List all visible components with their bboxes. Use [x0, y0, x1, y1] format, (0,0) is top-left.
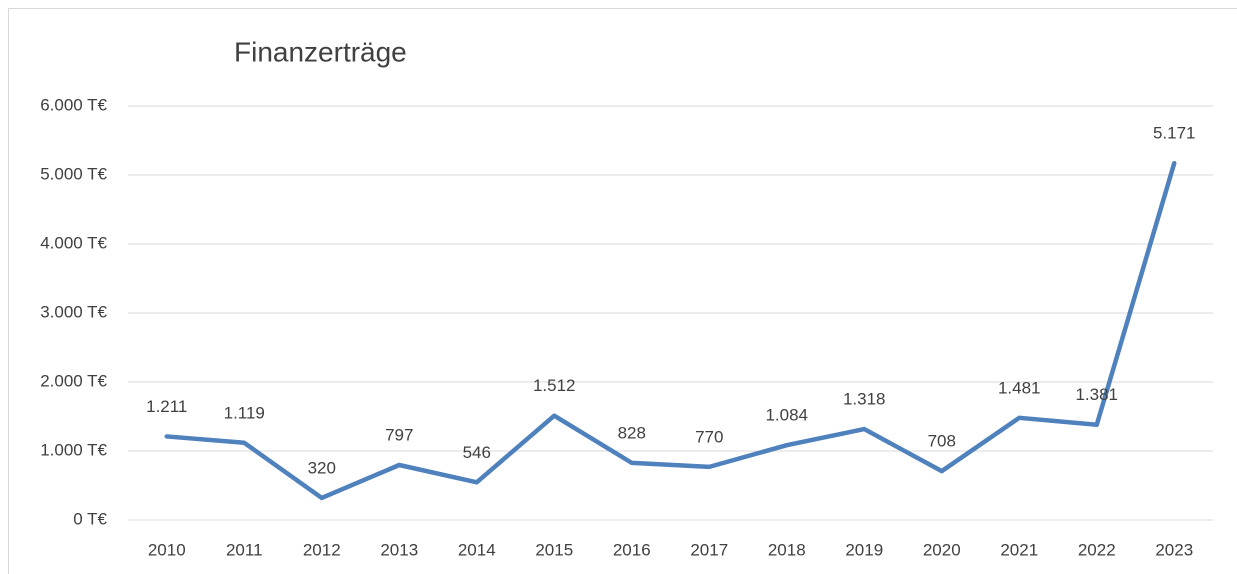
chart-title: Finanzerträge [234, 36, 407, 67]
x-tick-label: 2022 [1078, 540, 1116, 559]
data-label: 708 [928, 432, 956, 451]
data-label: 320 [308, 458, 336, 477]
y-tick-label: 5.000 T€ [40, 164, 107, 183]
data-line [164, 160, 1177, 501]
data-label: 546 [463, 443, 491, 462]
y-tick-label: 3.000 T€ [40, 302, 107, 321]
x-tick-label: 2019 [845, 540, 883, 559]
x-tick-label: 2023 [1155, 540, 1193, 559]
data-label: 1.481 [998, 378, 1041, 397]
x-tick-label: 2010 [148, 540, 186, 559]
data-label: 1.211 [146, 397, 187, 416]
data-label: 5.171 [1153, 124, 1196, 143]
x-tick-label: 2020 [923, 540, 961, 559]
x-tick-label: 2013 [380, 540, 418, 559]
y-tick-label: 6.000 T€ [40, 95, 107, 114]
x-tick-label: 2016 [613, 540, 651, 559]
x-tick-label: 2012 [303, 540, 341, 559]
data-label: 1.512 [533, 376, 576, 395]
x-tick-label: 2015 [535, 540, 573, 559]
x-tick-label: 2017 [690, 540, 728, 559]
data-label: 828 [618, 423, 646, 442]
data-label: 1.381 [1075, 385, 1118, 404]
y-tick-label: 2.000 T€ [40, 371, 107, 390]
x-tick-label: 2021 [1000, 540, 1038, 559]
y-tick-label: 4.000 T€ [40, 233, 107, 252]
data-label: 1.119 [224, 403, 265, 422]
data-label: 797 [385, 425, 413, 444]
data-label: 1.084 [765, 406, 808, 425]
x-tick-label: 2014 [458, 540, 496, 559]
data-label: 1.318 [843, 390, 886, 409]
y-tick-label: 1.000 T€ [40, 440, 107, 459]
x-tick-label: 2018 [768, 540, 806, 559]
data-label: 770 [695, 427, 723, 446]
chart-border [8, 8, 1237, 574]
y-tick-label: 0 T€ [73, 509, 107, 528]
x-tick-label: 2011 [226, 540, 263, 559]
